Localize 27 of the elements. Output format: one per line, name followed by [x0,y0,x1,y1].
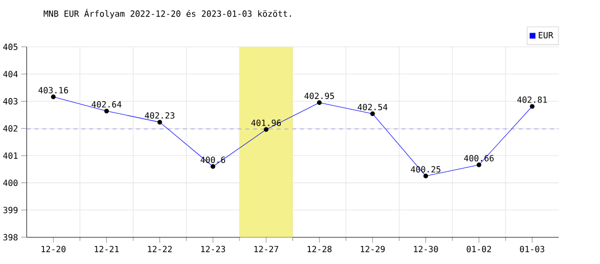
y-tick-label: 404 [3,71,18,78]
x-tick-label: 12-28 [308,246,332,252]
x-tick-label: 01-03 [520,246,544,252]
chart-title: MNB EUR Árfolyam 2022-12-20 és 2023-01-03 között. [44,9,291,19]
data-label: 403.16 [38,87,68,94]
x-tick-label: 12-23 [201,246,226,252]
data-label: 402.64 [92,101,122,108]
data-label: 401.96 [251,120,281,126]
y-tick-label: 402 [3,125,18,132]
y-tick-label: 401 [3,152,18,160]
y-tick-label: 405 [3,44,18,50]
x-tick-label: 12-20 [42,246,66,252]
x-tick-label: 12-21 [94,246,119,252]
data-label: 402.95 [304,92,334,100]
x-tick-label: 12-29 [360,246,385,252]
x-tick-label: 12-22 [148,246,172,252]
x-tick-label: 12-30 [414,246,438,252]
data-label: 402.54 [358,104,388,110]
x-tick-label: 01-02 [466,246,491,252]
y-tick-label: 403 [3,98,18,105]
y-tick-label: 399 [3,207,18,214]
y-tick-label: 398 [3,234,18,241]
legend-label: EUR [538,32,554,39]
x-tick-label: 12-27 [254,246,278,252]
y-tick-label: 400 [3,180,18,186]
data-label: 402.23 [144,112,174,119]
data-label: 402.81 [517,96,547,104]
